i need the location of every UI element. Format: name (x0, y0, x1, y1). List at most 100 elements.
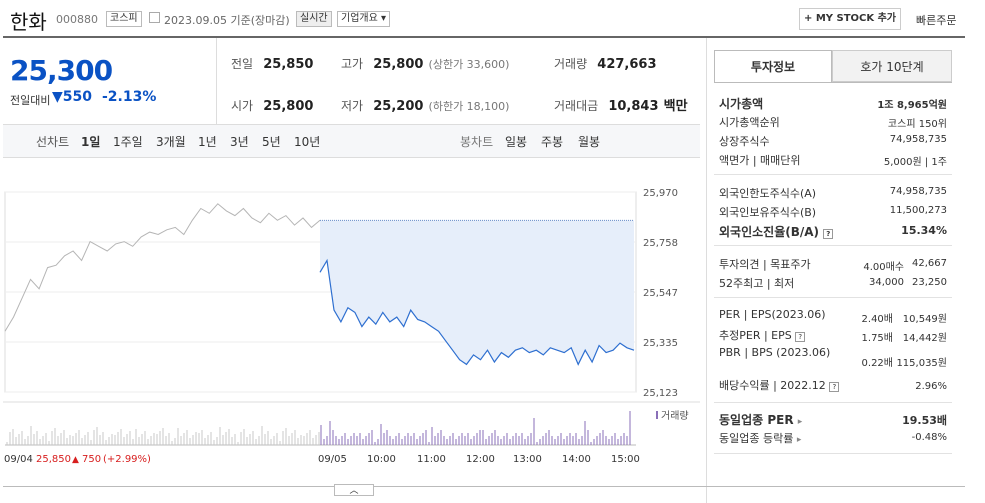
line-chart-label: 선차트 (36, 135, 70, 149)
tab-period-1y[interactable]: 1년 (198, 135, 217, 149)
sector-per-text: 동일업종 PER (719, 413, 794, 427)
help-icon[interactable]: ? (795, 332, 806, 342)
help-icon[interactable]: ? (829, 382, 840, 392)
sector-per-label: 동일업종 PER ▸ (719, 411, 802, 428)
stat-label: 거래량 (554, 57, 588, 71)
stat-value: 25,850 (263, 57, 314, 72)
foreign-held-label: 외국인보유주식수(B) (719, 206, 817, 219)
x-tick-label: 09/04 (4, 454, 33, 465)
x-tick-label: 10:00 (367, 454, 396, 465)
stat-label: 시가 (231, 99, 254, 113)
tab-candle-daily[interactable]: 일봉 (505, 135, 528, 149)
chevron-down-icon: ▾ (381, 13, 387, 24)
market-cap-rank-value: 코스피 150위 (887, 119, 947, 130)
stat-amount: 거래대금 10,843 백만 (554, 95, 688, 114)
chart-tabs-bar (3, 124, 700, 158)
quick-order-link[interactable]: 빠른주문 (916, 14, 957, 27)
candle-chart-label: 봉차트 (460, 135, 494, 149)
week52-label: 52주최고 | 최저 (719, 277, 795, 290)
foreign-ratio-text: 외국인소진율(B/A) (719, 225, 820, 239)
week52-low-value: 23,250 (912, 277, 947, 288)
foreign-ratio-value: 15.34% (901, 224, 947, 237)
stat-label: 저가 (341, 99, 364, 113)
market-cap-label: 시가총액 (719, 97, 764, 111)
tab-period-5y[interactable]: 5년 (262, 135, 281, 149)
stat-high: 고가 25,800 (상한가 33,600) (341, 53, 509, 72)
stat-low: 저가 25,200 (하한가 18,100) (341, 95, 509, 114)
collapse-chevron-up-icon[interactable]: ︿ (334, 484, 374, 496)
stock-name: 한화 (10, 10, 47, 34)
footer-prev-close: 25,850 (36, 454, 71, 465)
foreign-ratio-label: 외국인소진율(B/A) ? (719, 223, 834, 240)
today-series-line (319, 258, 635, 366)
stat-value: 10,843 (608, 99, 659, 114)
foreign-limit-label: 외국인한도주식수(A) (719, 187, 817, 200)
price-summary (3, 38, 700, 124)
footer-up-triangle-icon: ▲ (72, 455, 79, 465)
x-tick-label: 14:00 (562, 454, 591, 465)
stat-value: 25,800 (373, 57, 424, 72)
sector-change-value: -0.48% (911, 432, 947, 443)
investment-info-panel (706, 38, 966, 503)
x-tick-label: 09/05 (318, 454, 347, 465)
y-tick-label: 25,970 (643, 188, 678, 199)
chevron-right-icon: ▸ (796, 435, 802, 445)
change-abs: 550 (62, 89, 93, 105)
company-info-dropdown[interactable]: 기업개요 ▾ (337, 11, 391, 27)
x-tick-label: 12:00 (466, 454, 495, 465)
volume-legend-swatch (656, 411, 658, 419)
realtime-button[interactable]: 실시간 (296, 11, 332, 27)
foreign-limit-value: 74,958,735 (889, 186, 947, 197)
tab-order-book[interactable]: 호가 10단계 (832, 50, 952, 82)
est-eps-value: 14,442원 (902, 333, 947, 344)
week52-high-value: 34,000 (869, 277, 904, 288)
prev-day-series-line (4, 203, 321, 332)
stat-value: 25,800 (263, 99, 314, 114)
header-divider (3, 36, 965, 38)
tab-period-3m[interactable]: 3개월 (156, 135, 186, 149)
tab-investment-info[interactable]: 투자정보 (714, 50, 832, 82)
my-stock-add-button[interactable]: + MY STOCK 추가 (799, 8, 901, 30)
pbr-bps-label: PBR | BPS (2023.06) (719, 346, 831, 359)
date-text: 2023.09.05 (164, 14, 227, 27)
change-label: 전일대비 (10, 94, 51, 107)
date-suffix: 기준(장마감) (230, 14, 290, 27)
tab-period-10y[interactable]: 10년 (294, 135, 321, 149)
stat-value: 427,663 (597, 57, 657, 72)
sector-per-value: 19.53배 (902, 414, 947, 427)
stock-code: 000880 (56, 13, 98, 26)
stat-unit: 백만 (663, 99, 688, 114)
listed-shares-label: 상장주식수 (719, 135, 770, 148)
price-chart: 25,970 25,758 25,547 25,335 25,123 거래량 09/04 09… (3, 188, 700, 465)
down-triangle-icon: ▼ (52, 89, 63, 105)
stat-extra: (하한가 18,100) (428, 100, 510, 113)
tab-period-1w[interactable]: 1주일 (113, 135, 143, 149)
y-tick-label: 25,123 (643, 388, 678, 399)
calendar-icon (149, 12, 160, 23)
footer-change-pct: (+2.99%) (103, 454, 151, 465)
tab-candle-monthly[interactable]: 월봉 (578, 135, 601, 149)
change-percent: -2.13% (102, 89, 157, 105)
change-value: ▼550 (52, 89, 92, 105)
opinion-label: 투자의견 | 목표주가 (719, 258, 811, 271)
stat-volume: 거래량 427,663 (554, 53, 657, 72)
est-per-eps-label: 추정PER | EPS ? (719, 327, 806, 343)
dividend-yield-text: 배당수익률 | 2022.12 (719, 379, 826, 392)
company-info-label: 기업개요 (341, 13, 378, 24)
tab-candle-weekly[interactable]: 주봉 (541, 135, 564, 149)
target-price-value: 42,667 (912, 258, 947, 269)
per-eps-label: PER | EPS(2023.06) (719, 308, 826, 321)
today-area-fill (320, 220, 634, 365)
sector-change-label: 동일업종 등락률 ▸ (719, 430, 801, 446)
current-price: 25,300 (10, 54, 113, 87)
est-per-eps-text: 추정PER | EPS (719, 329, 792, 342)
per-value: 2.40배 (861, 314, 893, 325)
opinion-value: 4.00매수 (863, 262, 904, 273)
tab-period-3y[interactable]: 3년 (230, 135, 249, 149)
listed-shares-value: 74,958,735 (889, 134, 947, 145)
stat-label: 전일 (231, 57, 254, 71)
help-icon[interactable]: ? (823, 229, 834, 239)
market-cap-value: 1조 8,965억원 (877, 100, 947, 111)
x-tick-label: 15:00 (611, 454, 640, 465)
tab-period-1d[interactable]: 1일 (81, 135, 101, 149)
